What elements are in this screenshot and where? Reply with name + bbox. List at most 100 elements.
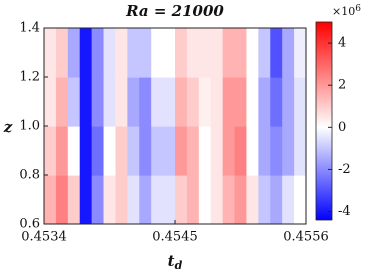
- heatmap-cell: [186, 28, 200, 78]
- heatmap-cell: [139, 175, 152, 224]
- heatmap-cell: [198, 28, 212, 78]
- heatmap-cell: [246, 126, 259, 176]
- heatmap-cell: [151, 77, 164, 127]
- heatmap-cell: [294, 175, 306, 224]
- heatmap-cell: [163, 28, 176, 78]
- heatmap-cell: [210, 175, 224, 224]
- multiplier-base: ×10: [332, 5, 355, 18]
- heatmap-cell: [222, 77, 236, 127]
- heatmap-cell: [234, 126, 248, 176]
- heatmap-cells: [44, 28, 306, 224]
- heatmap-cell: [258, 77, 271, 127]
- heatmap-cell: [115, 175, 128, 224]
- heatmap-cell: [115, 28, 128, 78]
- heatmap-cell: [210, 126, 224, 176]
- heatmap-cell: [246, 28, 259, 78]
- heatmap-cell: [127, 28, 140, 78]
- heatmap-cell: [79, 77, 93, 127]
- heatmap-cell: [103, 175, 117, 224]
- heatmap-cell: [270, 77, 283, 127]
- heatmap-cell: [127, 126, 140, 176]
- chart-title: Ra = 21000: [125, 2, 224, 20]
- x-tick-label: 0.4534: [21, 230, 67, 245]
- heatmap-cell: [103, 28, 117, 78]
- y-tick-label: 1.0: [19, 119, 40, 134]
- heatmap-cell: [151, 28, 164, 78]
- heatmap-cell: [115, 77, 128, 127]
- heatmap-cell: [91, 28, 105, 78]
- colorbar-tick-label: 2: [338, 78, 346, 93]
- heatmap-cell: [139, 77, 152, 127]
- heatmap-cell: [282, 126, 295, 176]
- y-tick-label: 1.2: [19, 70, 40, 85]
- heatmap-cell: [222, 126, 236, 176]
- heatmap-cell: [44, 175, 57, 224]
- heatmap-cell: [246, 77, 259, 127]
- colorbar-tick-label: 0: [338, 120, 346, 135]
- heatmap-cell: [79, 28, 93, 78]
- heatmap-cell: [163, 126, 176, 176]
- heatmap-cell: [258, 28, 271, 78]
- heatmap-cell: [282, 77, 295, 127]
- heatmap-cell: [258, 126, 271, 176]
- heatmap-cell: [198, 175, 212, 224]
- heatmap-cell: [210, 77, 224, 127]
- heatmap-cell: [186, 126, 200, 176]
- heatmap-cell: [222, 175, 236, 224]
- heatmap-cell: [222, 28, 236, 78]
- heatmap-cell: [127, 175, 140, 224]
- heatmap-cell: [91, 77, 105, 127]
- heatmap-cell: [270, 175, 283, 224]
- y-tick-label: 1.4: [19, 21, 40, 36]
- heatmap-cell: [55, 126, 69, 176]
- y-tick-label: 0.8: [19, 168, 40, 183]
- heatmap-cell: [44, 77, 57, 127]
- multiplier-power: 6: [355, 4, 361, 14]
- heatmap-cell: [55, 77, 69, 127]
- colorbar-tick-label: -4: [338, 204, 351, 219]
- x-label-main: t: [168, 252, 175, 270]
- heatmap-cell: [210, 28, 224, 78]
- heatmap-cell: [175, 28, 188, 78]
- x-tick-label: 0.4556: [283, 230, 329, 245]
- heatmap-cell: [67, 28, 81, 78]
- x-label-sub: d: [175, 259, 183, 272]
- heatmap-cell: [79, 126, 93, 176]
- heatmap-cell: [234, 175, 248, 224]
- heatmap-cell: [151, 126, 164, 176]
- heatmap-cell: [186, 175, 200, 224]
- heatmap-cell: [55, 28, 69, 78]
- heatmap-cell: [294, 28, 306, 78]
- heatmap-cell: [139, 126, 152, 176]
- heatmap-cell: [103, 126, 117, 176]
- heatmap-cell: [163, 77, 176, 127]
- heatmap-cell: [139, 28, 152, 78]
- heatmap-cell: [67, 126, 81, 176]
- x-tick-label: 0.4545: [152, 230, 198, 245]
- heatmap-cell: [67, 175, 81, 224]
- colorbar-multiplier: ×106: [332, 4, 361, 19]
- heatmap-cell: [294, 77, 306, 127]
- heatmap-cell: [163, 175, 176, 224]
- heatmap-cell: [103, 77, 117, 127]
- heatmap-cell: [282, 28, 295, 78]
- x-axis-label: td: [168, 252, 183, 272]
- heatmap-cell: [234, 77, 248, 127]
- heatmap-cell: [175, 175, 188, 224]
- heatmap-cell: [270, 126, 283, 176]
- heatmap-cell: [91, 126, 105, 176]
- heatmap-cell: [186, 77, 200, 127]
- colorbar-tick-label: -2: [338, 162, 351, 177]
- colorbar-tick-label: 4: [338, 36, 346, 51]
- heatmap-cell: [270, 28, 283, 78]
- colorbar: [315, 21, 333, 221]
- heatmap-cell: [294, 126, 306, 176]
- heatmap-cell: [44, 28, 57, 78]
- heatmap-cell: [151, 175, 164, 224]
- y-axis-label: z: [3, 118, 13, 136]
- heatmap-cell: [127, 77, 140, 127]
- heatmap-cell: [79, 175, 93, 224]
- y-tick-label: 0.6: [19, 217, 40, 232]
- heatmap-cell: [55, 175, 69, 224]
